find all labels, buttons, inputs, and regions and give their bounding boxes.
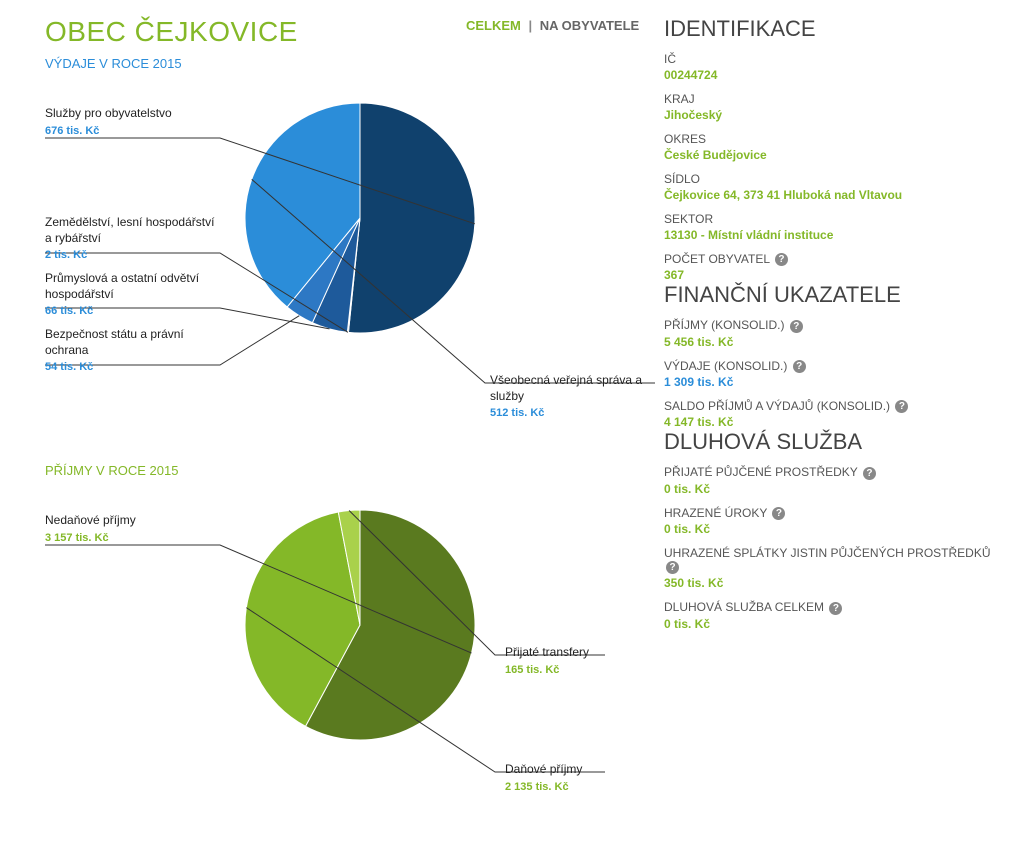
help-icon[interactable]: ? xyxy=(829,602,842,615)
expenses-chart-area: Služby pro obyvatelstvo 676 tis. Kč Země… xyxy=(45,83,644,443)
info-value: 00244724 xyxy=(664,68,1004,82)
info-label: IČ xyxy=(664,52,1004,66)
callout-transfery: Přijaté transfery 165 tis. Kč xyxy=(505,645,589,677)
heading-identifikace: IDENTIFIKACE xyxy=(664,16,1004,42)
callout-label: Přijaté transfery xyxy=(505,645,589,661)
callout-label: Bezpečnost státu a právní ochrana xyxy=(45,327,215,358)
callout-bezpecnost: Bezpečnost státu a právní ochrana 54 tis… xyxy=(45,327,215,374)
callout-label: Nedaňové příjmy xyxy=(45,513,136,529)
callout-label: Služby pro obyvatelstvo xyxy=(45,106,172,122)
callout-value: 676 tis. Kč xyxy=(45,124,172,138)
callout-label: Průmyslová a ostatní odvětví hospodářstv… xyxy=(45,271,215,302)
info-label: DLUHOVÁ SLUŽBA CELKEM ? xyxy=(664,600,1004,614)
info-label: PŘIJATÉ PŮJČENÉ PROSTŘEDKY ? xyxy=(664,465,1004,479)
info-label: PŘÍJMY (KONSOLID.) ? xyxy=(664,318,1004,332)
info-value: 4 147 tis. Kč xyxy=(664,415,1004,429)
info-value: 13130 - Místní vládní instituce xyxy=(664,228,1004,242)
callout-value: 54 tis. Kč xyxy=(45,360,215,374)
info-label: SEKTOR xyxy=(664,212,1004,226)
callout-value: 66 tis. Kč xyxy=(45,304,215,318)
help-icon[interactable]: ? xyxy=(863,467,876,480)
tab-separator: | xyxy=(529,18,533,33)
help-icon[interactable]: ? xyxy=(772,507,785,520)
info-value: Jihočeský xyxy=(664,108,1004,122)
info-value: 0 tis. Kč xyxy=(664,482,1004,496)
callout-label: Zemědělství, lesní hospodářství a rybářs… xyxy=(45,215,215,246)
heading-financni: FINANČNÍ UKAZATELE xyxy=(664,282,1004,308)
info-label: VÝDAJE (KONSOLID.) ? xyxy=(664,359,1004,373)
info-label: KRAJ xyxy=(664,92,1004,106)
expenses-title: VÝDAJE V ROCE 2015 xyxy=(45,56,644,71)
pie-slice[interactable] xyxy=(348,103,475,333)
help-icon[interactable]: ? xyxy=(895,400,908,413)
info-value: 0 tis. Kč xyxy=(664,522,1004,536)
info-value: 5 456 tis. Kč xyxy=(664,335,1004,349)
info-label: HRAZENÉ ÚROKY ? xyxy=(664,506,1004,520)
callout-zemedelstvi: Zemědělství, lesní hospodářství a rybářs… xyxy=(45,215,215,262)
income-title: PŘÍJMY V ROCE 2015 xyxy=(45,463,644,478)
help-icon[interactable]: ? xyxy=(790,320,803,333)
info-value: 1 309 tis. Kč xyxy=(664,375,1004,389)
info-value: České Budějovice xyxy=(664,148,1004,162)
callout-value: 2 135 tis. Kč xyxy=(505,780,582,794)
info-value: Čejkovice 64, 373 41 Hluboká nad Vltavou xyxy=(664,188,1004,202)
info-value: 350 tis. Kč xyxy=(664,576,1004,590)
callout-value: 512 tis. Kč xyxy=(490,406,660,420)
callout-prumysl: Průmyslová a ostatní odvětví hospodářstv… xyxy=(45,271,215,318)
income-chart-area: Nedaňové příjmy 3 157 tis. Kč Přijaté tr… xyxy=(45,490,644,830)
tab-total[interactable]: CELKEM xyxy=(466,18,521,33)
heading-dluhova: DLUHOVÁ SLUŽBA xyxy=(664,429,1004,455)
help-icon[interactable]: ? xyxy=(775,253,788,266)
view-tabs: CELKEM | NA OBYVATELE xyxy=(466,18,639,33)
callout-label: Všeobecná veřejná správa a služby xyxy=(490,373,660,404)
callout-danove: Daňové příjmy 2 135 tis. Kč xyxy=(505,762,582,794)
info-value: 367 xyxy=(664,268,1004,282)
help-icon[interactable]: ? xyxy=(666,561,679,574)
callout-verejna-sprava: Všeobecná veřejná správa a služby 512 ti… xyxy=(490,373,660,420)
callout-value: 3 157 tis. Kč xyxy=(45,531,136,545)
info-label: SALDO PŘÍJMŮ A VÝDAJŮ (KONSOLID.) ? xyxy=(664,399,1004,413)
callout-value: 2 tis. Kč xyxy=(45,248,215,262)
callout-nedanove: Nedaňové příjmy 3 157 tis. Kč xyxy=(45,513,136,545)
expenses-pie xyxy=(245,103,475,333)
info-label: POČET OBYVATEL ? xyxy=(664,252,1004,266)
info-value: 0 tis. Kč xyxy=(664,617,1004,631)
callout-sluzby: Služby pro obyvatelstvo 676 tis. Kč xyxy=(45,106,172,138)
info-label: UHRAZENÉ SPLÁTKY JISTIN PŮJČENÝCH PROSTŘ… xyxy=(664,546,1004,574)
callout-value: 165 tis. Kč xyxy=(505,663,589,677)
info-label: SÍDLO xyxy=(664,172,1004,186)
help-icon[interactable]: ? xyxy=(793,360,806,373)
callout-label: Daňové příjmy xyxy=(505,762,582,778)
income-pie xyxy=(245,510,475,740)
info-label: OKRES xyxy=(664,132,1004,146)
tab-per-capita[interactable]: NA OBYVATELE xyxy=(540,18,639,33)
